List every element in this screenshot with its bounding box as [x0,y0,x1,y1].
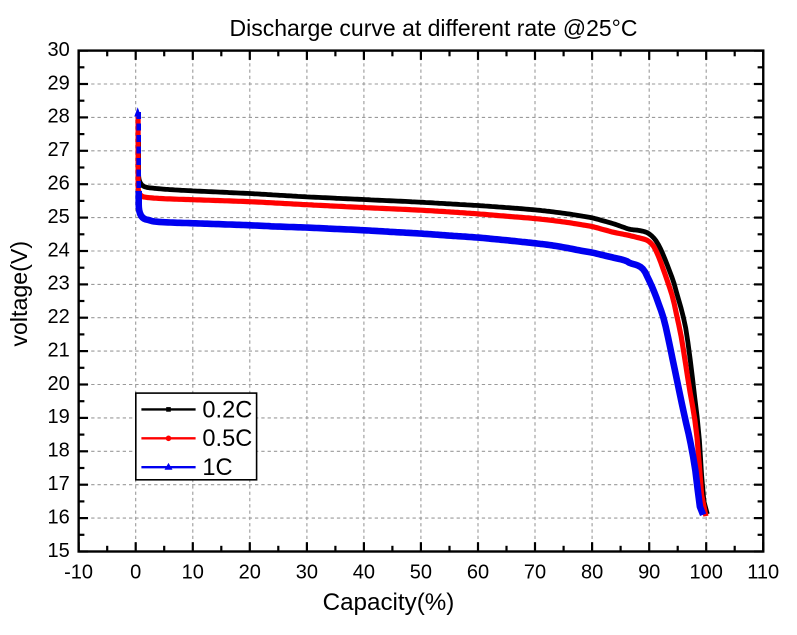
svg-text:60: 60 [467,562,489,584]
svg-text:22: 22 [48,306,70,328]
svg-text:0.5C: 0.5C [202,426,252,452]
svg-text:110: 110 [747,562,779,584]
svg-text:27: 27 [48,139,70,161]
svg-text:Discharge curve at different r: Discharge curve at different rate @25°C [230,15,638,41]
svg-text:70: 70 [524,562,546,584]
svg-text:25: 25 [48,206,70,228]
svg-text:50: 50 [410,562,432,584]
svg-text:1C: 1C [202,455,232,481]
svg-text:23: 23 [48,273,70,295]
svg-text:20: 20 [239,562,261,584]
svg-text:voltage(V): voltage(V) [6,241,32,347]
svg-text:30: 30 [296,562,318,584]
svg-text:-10: -10 [64,562,93,584]
svg-text:10: 10 [182,562,204,584]
svg-text:16: 16 [48,506,70,528]
svg-text:100: 100 [690,562,723,584]
svg-text:40: 40 [353,562,375,584]
svg-text:Capacity(%): Capacity(%) [323,589,455,616]
svg-text:24: 24 [48,239,70,261]
svg-text:80: 80 [581,562,603,584]
svg-text:0.2C: 0.2C [202,397,252,423]
svg-text:17: 17 [48,473,70,495]
svg-text:21: 21 [48,339,70,361]
svg-text:18: 18 [48,440,70,462]
svg-text:26: 26 [48,173,70,195]
svg-text:30: 30 [48,39,70,61]
svg-text:20: 20 [48,373,70,395]
svg-text:19: 19 [48,406,70,428]
svg-text:0: 0 [130,562,141,584]
svg-text:28: 28 [48,106,70,128]
svg-text:90: 90 [638,562,660,584]
svg-text:15: 15 [48,540,70,562]
svg-text:29: 29 [48,72,70,94]
